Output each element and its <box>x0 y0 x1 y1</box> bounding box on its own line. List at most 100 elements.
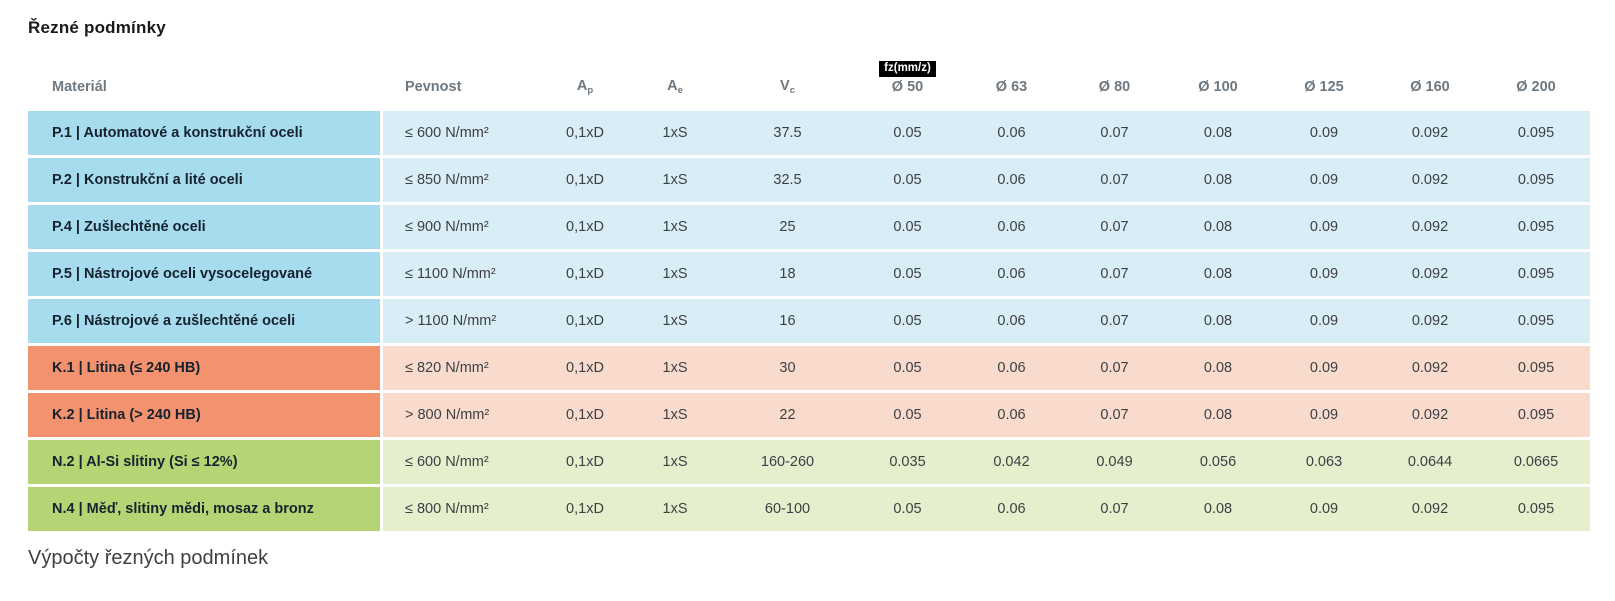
ae-cell: 1xS <box>630 252 720 296</box>
material-cell: K.2 | Litina (> 240 HB) <box>28 393 383 437</box>
fz-cell-d200: 0.095 <box>1482 393 1590 437</box>
vc-cell: 22 <box>720 393 855 437</box>
material-cell: P.4 | Zušlechtěné oceli <box>28 205 383 249</box>
fz-cell-d63: 0.06 <box>960 111 1063 155</box>
fz-cell-d160: 0.092 <box>1378 346 1482 390</box>
fz-cell-d50: 0.035 <box>855 440 960 484</box>
fz-cell-d160: 0.092 <box>1378 111 1482 155</box>
fz-cell-d63: 0.042 <box>960 440 1063 484</box>
vc-cell: 18 <box>720 252 855 296</box>
fz-cell-d100: 0.08 <box>1166 158 1270 202</box>
fz-cell-d100: 0.08 <box>1166 299 1270 343</box>
ae-cell: 1xS <box>630 440 720 484</box>
fz-cell-d100: 0.08 <box>1166 205 1270 249</box>
ap-cell: 0,1xD <box>540 440 630 484</box>
column-header-pevnost: Pevnost <box>405 79 462 96</box>
pevnost-cell: ≤ 600 N/mm² <box>383 111 540 155</box>
column-header-vc: Vc <box>780 77 795 96</box>
fz-cell-d125: 0.09 <box>1270 252 1378 296</box>
column-header-d50: fz(mm/z) Ø 50 <box>855 61 960 96</box>
vc-cell: 60-100 <box>720 487 855 531</box>
material-cell: K.1 | Litina (≤ 240 HB) <box>28 346 383 390</box>
fz-cell-d160: 0.092 <box>1378 158 1482 202</box>
fz-cell-d160: 0.092 <box>1378 252 1482 296</box>
fz-unit-badge: fz(mm/z) <box>879 61 936 78</box>
ae-cell: 1xS <box>630 299 720 343</box>
fz-cell-d100: 0.08 <box>1166 393 1270 437</box>
fz-cell-d125: 0.09 <box>1270 158 1378 202</box>
ae-cell: 1xS <box>630 205 720 249</box>
fz-cell-d125: 0.09 <box>1270 111 1378 155</box>
ap-cell: 0,1xD <box>540 299 630 343</box>
vc-cell: 32.5 <box>720 158 855 202</box>
column-header-d125: Ø 125 <box>1304 79 1344 96</box>
fz-cell-d63: 0.06 <box>960 158 1063 202</box>
column-header-d50-label: Ø 50 <box>891 79 924 96</box>
ap-cell: 0,1xD <box>540 393 630 437</box>
fz-cell-d100: 0.08 <box>1166 252 1270 296</box>
fz-cell-d200: 0.095 <box>1482 158 1590 202</box>
pevnost-cell: ≤ 820 N/mm² <box>383 346 540 390</box>
ap-cell: 0,1xD <box>540 158 630 202</box>
fz-cell-d160: 0.0644 <box>1378 440 1482 484</box>
fz-cell-d80: 0.07 <box>1063 158 1166 202</box>
ae-cell: 1xS <box>630 346 720 390</box>
fz-cell-d100: 0.08 <box>1166 111 1270 155</box>
vc-cell: 16 <box>720 299 855 343</box>
vc-cell: 160-260 <box>720 440 855 484</box>
column-header-d200: Ø 200 <box>1516 79 1556 96</box>
fz-cell-d50: 0.05 <box>855 487 960 531</box>
pevnost-cell: > 1100 N/mm² <box>383 299 540 343</box>
fz-cell-d200: 0.095 <box>1482 487 1590 531</box>
fz-cell-d63: 0.06 <box>960 252 1063 296</box>
pevnost-cell: ≤ 1100 N/mm² <box>383 252 540 296</box>
fz-cell-d200: 0.095 <box>1482 252 1590 296</box>
fz-cell-d200: 0.095 <box>1482 205 1590 249</box>
fz-cell-d125: 0.09 <box>1270 205 1378 249</box>
fz-cell-d50: 0.05 <box>855 158 960 202</box>
fz-cell-d100: 0.056 <box>1166 440 1270 484</box>
material-cell: P.2 | Konstrukční a lité oceli <box>28 158 383 202</box>
fz-cell-d160: 0.092 <box>1378 393 1482 437</box>
fz-cell-d125: 0.09 <box>1270 393 1378 437</box>
fz-cell-d80: 0.07 <box>1063 252 1166 296</box>
fz-cell-d160: 0.092 <box>1378 487 1482 531</box>
table-header: Materiál Pevnost Ap Ae Vc fz(mm/z) Ø 50 … <box>28 42 1590 111</box>
column-header-d63: Ø 63 <box>995 79 1028 96</box>
fz-cell-d160: 0.092 <box>1378 299 1482 343</box>
fz-cell-d50: 0.05 <box>855 111 960 155</box>
pevnost-cell: ≤ 850 N/mm² <box>383 158 540 202</box>
ap-cell: 0,1xD <box>540 111 630 155</box>
page-title: Řezné podmínky <box>28 18 166 37</box>
fz-cell-d50: 0.05 <box>855 393 960 437</box>
column-header-ae: Ae <box>667 77 683 96</box>
material-cell: N.4 | Měď, slitiny mědi, mosaz a bronz <box>28 487 383 531</box>
fz-cell-d50: 0.05 <box>855 299 960 343</box>
ae-cell: 1xS <box>630 111 720 155</box>
fz-cell-d125: 0.063 <box>1270 440 1378 484</box>
ae-cell: 1xS <box>630 487 720 531</box>
fz-cell-d125: 0.09 <box>1270 299 1378 343</box>
table-body: P.1 | Automatové a konstrukční oceli ≤ 60… <box>28 111 1590 531</box>
fz-cell-d50: 0.05 <box>855 346 960 390</box>
fz-cell-d50: 0.05 <box>855 252 960 296</box>
fz-cell-d63: 0.06 <box>960 299 1063 343</box>
ap-cell: 0,1xD <box>540 252 630 296</box>
fz-cell-d63: 0.06 <box>960 487 1063 531</box>
material-cell: N.2 | Al-Si slitiny (Si ≤ 12%) <box>28 440 383 484</box>
ap-cell: 0,1xD <box>540 205 630 249</box>
material-cell: P.5 | Nástrojové oceli vysocelegované <box>28 252 383 296</box>
fz-cell-d200: 0.0665 <box>1482 440 1590 484</box>
fz-cell-d80: 0.07 <box>1063 205 1166 249</box>
cutting-conditions-table: Materiál Pevnost Ap Ae Vc fz(mm/z) Ø 50 … <box>28 42 1590 531</box>
fz-cell-d80: 0.07 <box>1063 393 1166 437</box>
vc-cell: 30 <box>720 346 855 390</box>
fz-cell-d200: 0.095 <box>1482 111 1590 155</box>
vc-cell: 25 <box>720 205 855 249</box>
fz-cell-d80: 0.07 <box>1063 299 1166 343</box>
ap-cell: 0,1xD <box>540 487 630 531</box>
fz-cell-d100: 0.08 <box>1166 346 1270 390</box>
column-header-d100: Ø 100 <box>1198 79 1238 96</box>
pevnost-cell: ≤ 900 N/mm² <box>383 205 540 249</box>
vc-cell: 37.5 <box>720 111 855 155</box>
